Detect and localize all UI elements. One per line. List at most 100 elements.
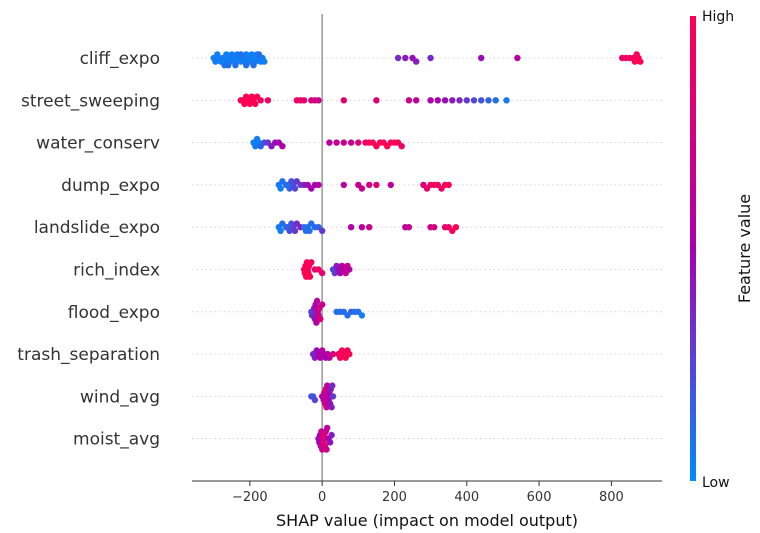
shap-point: [243, 61, 250, 69]
colorbar-low-label: Low: [702, 475, 730, 491]
shap-point: [250, 61, 257, 69]
shap-point: [358, 312, 366, 319]
feature-label: rich_index: [73, 261, 160, 281]
shap-point: [326, 439, 334, 446]
shap-point: [232, 61, 239, 69]
colorbar-high-label: High: [702, 9, 734, 25]
shap-point: [315, 181, 322, 189]
shap-point: [492, 97, 499, 104]
shap-point: [398, 143, 405, 150]
shap-point: [373, 181, 380, 189]
x-tick-label: 200: [382, 490, 407, 505]
shap-point: [329, 382, 336, 389]
shap-point: [347, 139, 355, 146]
colorbar-gradient: [690, 16, 696, 481]
shap-point: [277, 185, 284, 192]
shap-point: [255, 51, 263, 58]
shap-point: [441, 97, 449, 104]
shap-point: [449, 97, 456, 104]
shap-point: [264, 97, 272, 104]
x-tick-label: 400: [454, 490, 479, 505]
shap-point: [405, 97, 413, 104]
feature-label: moist_avg: [73, 430, 160, 450]
shap-point: [413, 58, 420, 65]
shap-point: [434, 97, 441, 104]
shap-point: [366, 224, 373, 231]
shap-point: [346, 266, 353, 273]
feature-labels: cliff_expo street_sweeping water_conservdu…: [17, 49, 160, 450]
feature-label: dump_expo: [61, 176, 160, 196]
feature-label: cliff_expo: [80, 49, 160, 69]
feature-label: wind_avg: [80, 387, 160, 407]
shap-point: [347, 224, 355, 231]
shap-point: [257, 97, 264, 104]
shap-point: [319, 301, 326, 308]
shap-point: [456, 97, 463, 104]
shap-point: [306, 273, 314, 280]
feature-label: trash_separation: [17, 345, 160, 365]
row-guides: [192, 57, 662, 440]
shap-point: [463, 97, 470, 104]
shap-point: [358, 224, 366, 231]
shap-point: [340, 181, 347, 189]
shap-point: [470, 97, 478, 104]
shap-point: [637, 58, 644, 65]
x-axis-ticks: −200 0 200 400 600 800: [232, 481, 624, 505]
shap-point: [329, 393, 337, 400]
shap-point: [358, 185, 366, 192]
shap-point: [373, 97, 380, 104]
shap-point: [252, 100, 259, 108]
feature-label: street_sweeping: [21, 91, 160, 111]
shap-point: [427, 54, 434, 62]
shap-point: [485, 97, 492, 104]
shap-point: [387, 181, 394, 189]
shap-point: [340, 139, 347, 146]
shap-point: [319, 227, 326, 234]
shap-point: [478, 54, 485, 62]
x-tick-label: −200: [232, 490, 268, 505]
shap-point: [346, 350, 353, 358]
shap-point: [225, 61, 232, 69]
shap-point: [306, 227, 313, 234]
shap-point: [402, 54, 409, 62]
shap-point: [452, 224, 460, 231]
shap-point: [328, 404, 335, 411]
shap-point: [313, 297, 321, 305]
x-tick-label: 0: [318, 490, 326, 505]
x-tick-label: 600: [527, 490, 552, 505]
shap-point: [323, 446, 330, 453]
feature-label: water_conserv: [36, 134, 160, 154]
shap-point: [261, 58, 268, 65]
shap-point: [340, 97, 347, 104]
colorbar: High Low Feature value: [690, 9, 754, 491]
shap-point: [329, 350, 337, 358]
colorbar-title: Feature value: [735, 194, 754, 303]
shap-point: [291, 185, 299, 192]
shap-point: [413, 97, 420, 104]
shap-point: [315, 97, 322, 104]
shap-point: [503, 97, 510, 104]
shap-point: [478, 97, 485, 104]
feature-label: flood_expo: [68, 303, 160, 323]
shap-point: [333, 139, 340, 146]
shap-point: [328, 431, 335, 439]
shap-point: [279, 143, 286, 150]
x-axis-title: SHAP value (impact on model output): [276, 511, 578, 530]
shap-point: [514, 54, 521, 62]
feature-label: landslide_expo: [34, 218, 160, 238]
shap-point: [427, 97, 434, 104]
shap-point: [237, 51, 244, 58]
shap-point: [277, 227, 284, 234]
shap-point: [355, 139, 362, 146]
shap-point: [300, 97, 308, 104]
shap-point: [394, 54, 402, 62]
shap-point: [324, 424, 331, 432]
point-layer: [210, 51, 644, 453]
shap-point: [311, 396, 319, 404]
shap-point: [366, 181, 373, 189]
x-tick-label: 800: [599, 490, 624, 505]
shap-point: [431, 224, 438, 231]
shap-point: [317, 315, 324, 323]
shap-point: [319, 269, 326, 277]
